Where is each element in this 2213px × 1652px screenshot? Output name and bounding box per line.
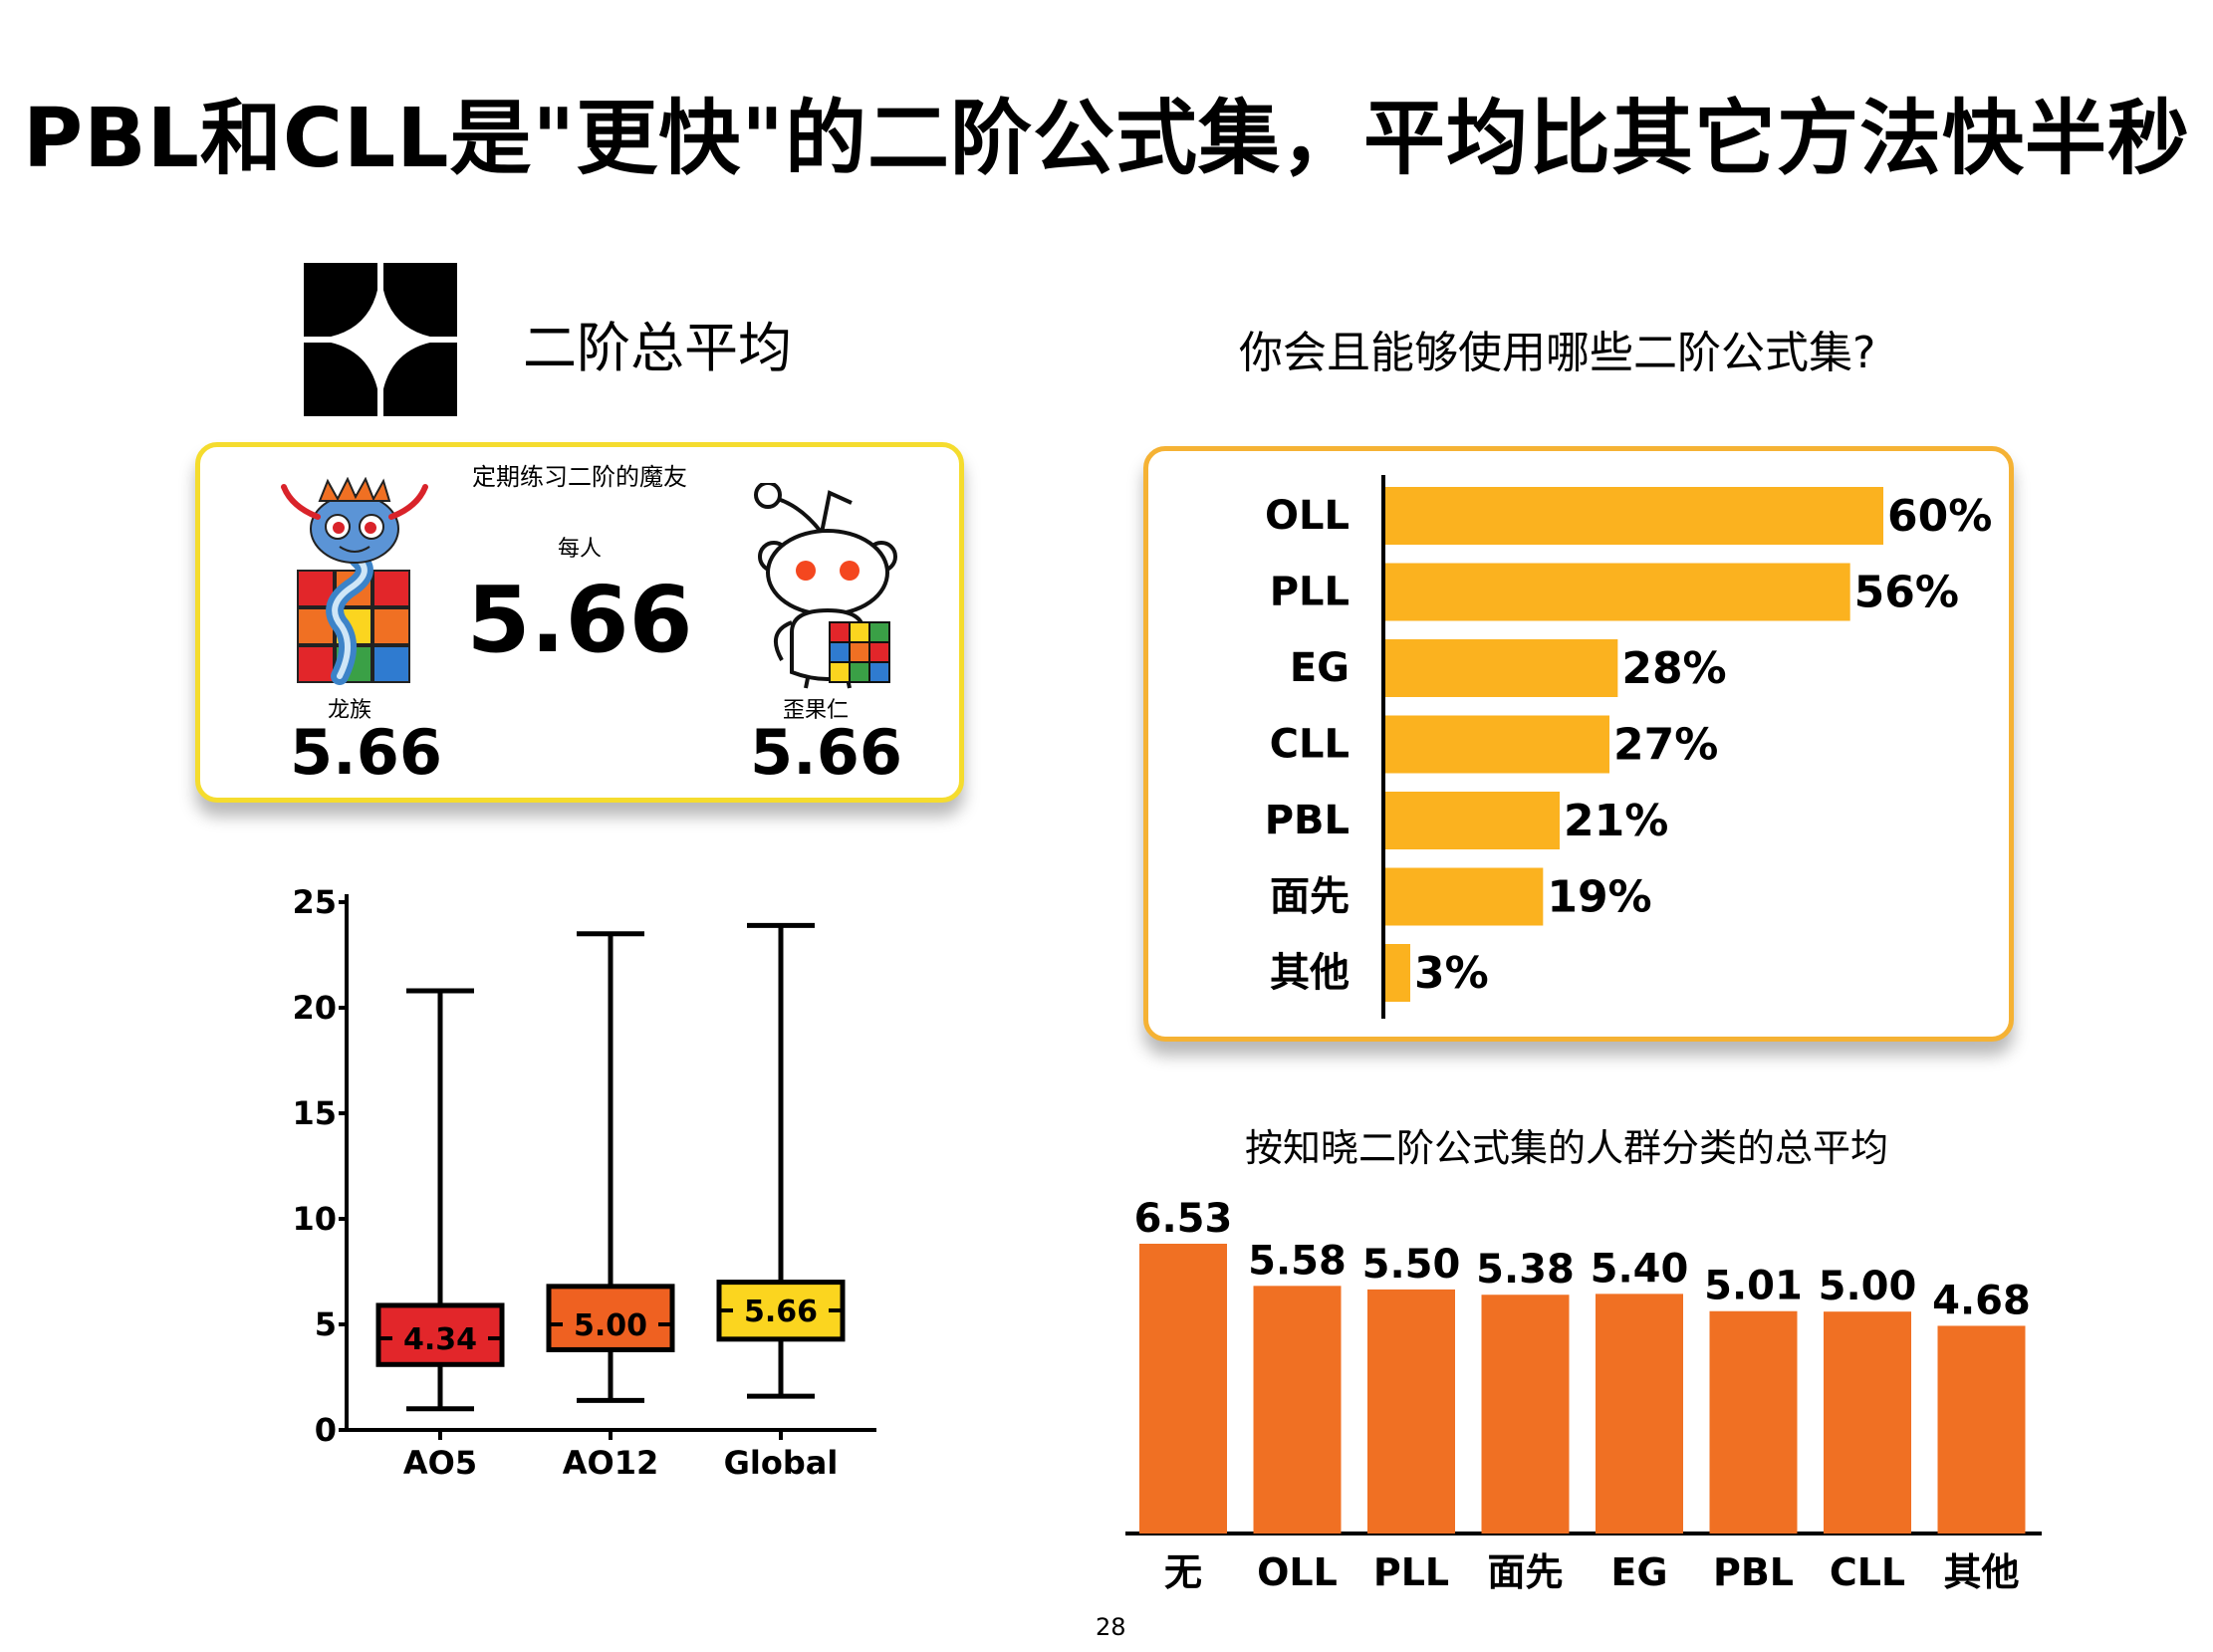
survey-bar [1385,487,1883,545]
average-category-label: PLL [1373,1550,1449,1594]
average-value-label: 5.50 [1362,1242,1461,1288]
average-bar [1253,1286,1342,1534]
survey-category-label: 面先 [1270,874,1350,920]
survey-category-label: EG [1290,645,1350,691]
survey-category-label: OLL [1265,493,1350,539]
average-bar [1481,1295,1570,1534]
reddit-label: 歪果仁 [783,698,850,723]
box-ao12 [546,1284,675,1352]
average-value-label: 5.38 [1476,1247,1575,1293]
survey-category-label: CLL [1270,722,1350,768]
average-value-label: 5.40 [1591,1246,1689,1292]
median-label: 5.66 [744,1295,818,1329]
average-category-label: PBL [1713,1550,1794,1594]
stats-card: 定期练习二阶的魔友 每人 5.66 龙族 5.66 [195,442,964,803]
card-caption: 定期练习二阶的魔友 [472,463,687,491]
average-bar [1596,1294,1683,1534]
average-value-label: 4.68 [1932,1278,2031,1323]
survey-chart-card: OLL 60% PLL 56% EG 28% CLL 27% PBL 21% 面先 19% 其他 3% [1143,446,2014,1042]
average-bar [1139,1244,1227,1534]
average-category-label: OLL [1257,1550,1338,1594]
median-label: 4.34 [403,1322,477,1357]
y-tick-label: 5 [315,1305,337,1343]
y-tick-label: 15 [292,1094,337,1132]
average-category-label: 其他 [1943,1550,2019,1594]
per-person-label: 每人 [557,537,602,562]
survey-value-label: 28% [1621,643,1726,694]
average-bar [1937,1325,2026,1534]
survey-category-label: PLL [1270,570,1350,615]
survey-category-label: PBL [1265,798,1350,843]
survey-value-label: 19% [1547,872,1651,923]
median-label: 5.00 [574,1308,647,1343]
average-category-label: CLL [1830,1550,1905,1594]
survey-bar [1385,867,1544,926]
reddit-value: 5.66 [750,716,902,789]
y-tick-label: 25 [292,883,337,921]
survey-bar [1385,715,1609,774]
survey-value-label: 27% [1613,720,1718,771]
average-bar [1367,1289,1455,1534]
average-bar [1824,1311,1911,1534]
boxplot-chart: 0 5 10 15 20 25 4.34 AO5 5.00 AO12 5.66 Global [292,883,876,1482]
survey-value-label: 21% [1564,796,1668,846]
y-tick-label: 10 [292,1200,337,1238]
page-number: 28 [1096,1613,1126,1641]
survey-value-label: 60% [1887,491,1992,542]
per-person-value: 5.66 [466,567,693,673]
survey-bar [1385,792,1560,849]
average-category-label: 面先 [1487,1550,1563,1594]
average-value-label: 5.58 [1248,1238,1347,1284]
survey-value-label: 56% [1854,568,1959,618]
x-category-label: AO5 [403,1444,477,1482]
average-category-label: EG [1610,1550,1667,1594]
survey-value-label: 3% [1414,948,1489,999]
dragon-value: 5.66 [290,716,442,789]
section-title: 二阶总平均 [523,317,792,379]
y-tick-label: 0 [315,1411,337,1449]
survey-bar [1385,944,1410,1002]
page-title: PBL和CLL是"更快"的二阶公式集，平均比其它方法快半秒 [23,92,2190,186]
average-value-label: 5.01 [1704,1264,1803,1309]
average-bar [1709,1310,1798,1534]
x-category-label: Global [724,1444,839,1482]
survey-bar [1385,563,1850,621]
average-category-label: 无 [1164,1550,1202,1594]
survey-bar-chart: OLL 60% PLL 56% EG 28% CLL 27% PBL 21% 面先 19% 其他 3% [1265,475,1992,1019]
average-value-label: 6.53 [1134,1196,1233,1242]
reddit-alien-icon [754,483,897,689]
dragon-label: 龙族 [328,698,372,723]
averages-chart-title: 按知晓二阶公式集的人群分类的总平均 [1245,1126,1889,1170]
square-logo-icon [304,263,457,416]
box-ao5 [375,1302,505,1367]
averages-bar-chart: 6.53 无 5.58 OLL 5.50 PLL 5.38 面先 5.40 EG 5.01 PBL 5.… [1125,1196,2042,1594]
survey-category-label: 其他 [1270,950,1350,996]
y-tick-label: 20 [292,989,337,1027]
survey-bar [1385,639,1618,697]
survey-chart-title: 你会且能够使用哪些二阶公式集? [1239,328,1876,378]
dragon-mascot-icon [281,477,428,685]
average-value-label: 5.00 [1819,1264,1917,1309]
x-category-label: AO12 [563,1444,659,1482]
